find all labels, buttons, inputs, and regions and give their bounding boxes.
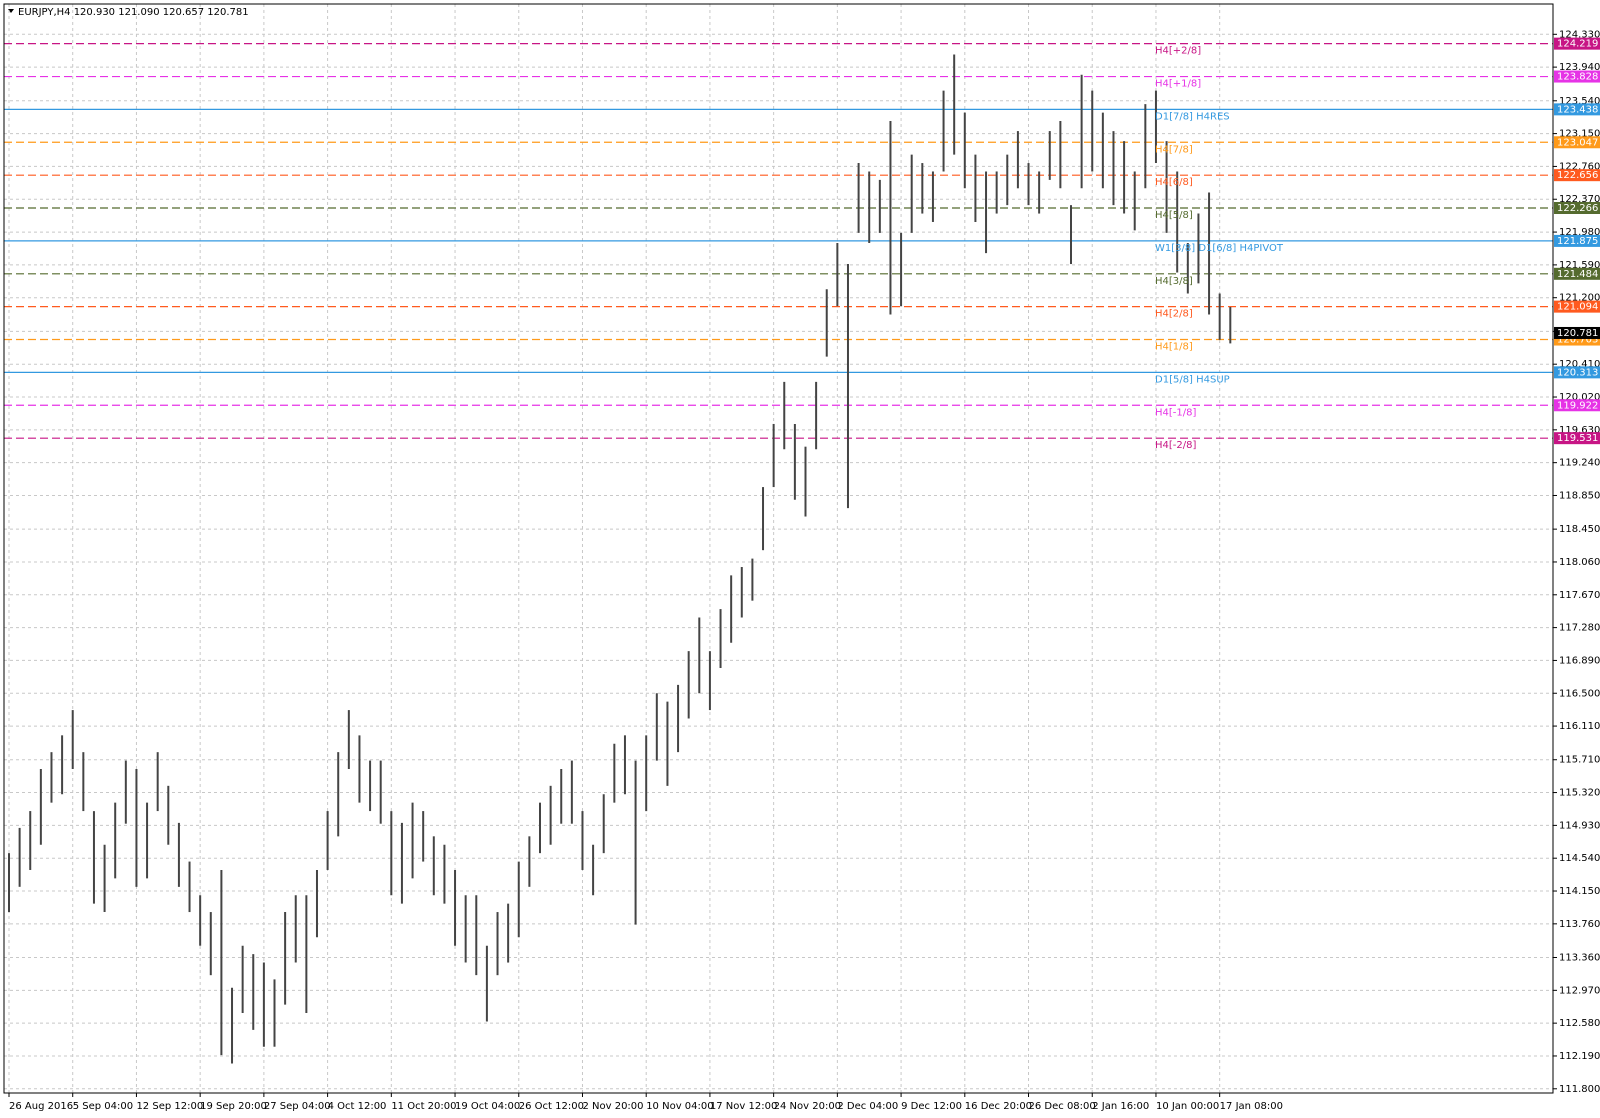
- y-tick-label: 116.500: [1559, 688, 1600, 699]
- y-tick-label: 113.760: [1559, 919, 1600, 930]
- y-tick-label: 117.670: [1559, 590, 1600, 601]
- y-tick-label: 111.800: [1559, 1084, 1600, 1095]
- level-price-box: [1554, 300, 1600, 313]
- level-label: H4[-2/8]: [1155, 440, 1196, 451]
- level-price-box: [1554, 70, 1600, 83]
- y-tick-label: 121.590: [1559, 260, 1600, 271]
- level-price-label: 120.313: [1557, 367, 1598, 378]
- level-price-box: [1554, 136, 1600, 149]
- level-price-box: [1554, 234, 1600, 247]
- current-price-label: 120.781: [1557, 328, 1598, 339]
- x-tick-label: 2 Jan 16:00: [1092, 1101, 1149, 1112]
- y-tick-label: 112.970: [1559, 985, 1600, 996]
- x-tick-label: 17 Jan 08:00: [1220, 1101, 1283, 1112]
- level-price-label: 121.094: [1557, 302, 1598, 313]
- level-price-box: [1554, 169, 1600, 182]
- level-label: H4[5/8]: [1155, 210, 1193, 221]
- x-tick-label: 5 Sep 04:00: [73, 1101, 133, 1112]
- x-tick-label: 10 Nov 04:00: [646, 1101, 713, 1112]
- x-tick-label: 26 Aug 2016: [9, 1101, 73, 1112]
- level-label: D1[5/8] H4SUP: [1155, 374, 1230, 385]
- y-tick-label: 122.760: [1559, 161, 1600, 172]
- level-price-label: 123.047: [1557, 137, 1598, 148]
- y-tick-label: 115.710: [1559, 755, 1600, 766]
- x-tick-label: 19 Sep 20:00: [200, 1101, 267, 1112]
- level-price-label: 121.875: [1557, 236, 1598, 247]
- current-price-box: [1554, 326, 1600, 339]
- y-tick-label: 117.280: [1559, 623, 1600, 634]
- y-tick-label: 118.060: [1559, 557, 1600, 568]
- level-price-box: [1554, 37, 1600, 50]
- y-tick-label: 122.370: [1559, 194, 1600, 205]
- level-price-label: 119.922: [1557, 400, 1598, 411]
- level-label: H4[+2/8]: [1155, 46, 1201, 57]
- level-label: H4[3/8]: [1155, 276, 1193, 287]
- x-tick-label: 17 Nov 12:00: [710, 1101, 777, 1112]
- y-tick-label: 123.940: [1559, 62, 1600, 73]
- x-tick-label: 4 Oct 12:00: [328, 1101, 387, 1112]
- plot-frame: [3, 3, 1554, 1094]
- x-tick-label: 24 Nov 20:00: [774, 1101, 841, 1112]
- level-price-label: 124.219: [1557, 39, 1598, 50]
- y-tick-label: 113.360: [1559, 953, 1600, 964]
- level-price-label: 120.703: [1557, 335, 1598, 346]
- level-price-label: 121.484: [1557, 269, 1598, 280]
- level-label: D1[7/8] H4RES: [1155, 111, 1230, 122]
- y-tick-label: 120.020: [1559, 392, 1600, 403]
- y-tick-label: 121.980: [1559, 227, 1600, 238]
- y-tick-label: 118.450: [1559, 524, 1600, 535]
- level-price-box: [1554, 366, 1600, 379]
- level-label: H4[7/8]: [1155, 144, 1193, 155]
- x-tick-label: 16 Dec 20:00: [965, 1101, 1032, 1112]
- level-price-label: 119.531: [1557, 433, 1598, 444]
- y-tick-label: 119.630: [1559, 425, 1600, 436]
- level-label: H4[2/8]: [1155, 309, 1193, 320]
- y-tick-label: 124.330: [1559, 29, 1600, 40]
- level-price-label: 122.266: [1557, 203, 1598, 214]
- level-price-box: [1554, 399, 1600, 412]
- y-tick-label: 120.410: [1559, 359, 1600, 370]
- y-tick-label: 112.190: [1559, 1051, 1600, 1062]
- level-label: H4[1/8]: [1155, 342, 1193, 353]
- level-price-label: 123.438: [1557, 104, 1598, 115]
- y-tick-label: 114.150: [1559, 886, 1600, 897]
- x-tick-label: 12 Sep 12:00: [136, 1101, 203, 1112]
- x-tick-label: 2 Dec 04:00: [837, 1101, 898, 1112]
- x-tick-label: 26 Dec 08:00: [1029, 1101, 1096, 1112]
- level-price-label: 123.828: [1557, 72, 1598, 83]
- y-tick-label: 114.930: [1559, 820, 1600, 831]
- x-tick-label: 11 Oct 20:00: [391, 1101, 456, 1112]
- chart-header: EURJPY,H4 120.930 121.090 120.657 120.78…: [18, 7, 249, 18]
- y-tick-label: 116.890: [1559, 655, 1600, 666]
- level-price-label: 122.656: [1557, 170, 1598, 181]
- y-tick-label: 115.320: [1559, 788, 1600, 799]
- level-label: W1[3/8] D1[6/8] H4PIVOT: [1155, 243, 1284, 254]
- level-label: H4[-1/8]: [1155, 407, 1196, 418]
- y-tick-label: 119.240: [1559, 458, 1600, 469]
- level-price-box: [1554, 201, 1600, 214]
- y-tick-label: 116.110: [1559, 721, 1600, 732]
- level-price-box: [1554, 103, 1600, 116]
- x-tick-label: 2 Nov 20:00: [582, 1101, 643, 1112]
- x-tick-label: 19 Oct 04:00: [455, 1101, 520, 1112]
- y-tick-label: 123.150: [1559, 129, 1600, 140]
- x-tick-label: 27 Sep 04:00: [264, 1101, 331, 1112]
- level-price-box: [1554, 432, 1600, 445]
- y-tick-label: 123.540: [1559, 96, 1600, 107]
- level-price-box: [1554, 267, 1600, 280]
- x-tick-label: 26 Oct 12:00: [519, 1101, 584, 1112]
- x-tick-label: 9 Dec 12:00: [901, 1101, 962, 1112]
- y-tick-label: 114.540: [1559, 853, 1600, 864]
- x-tick-label: 10 Jan 00:00: [1156, 1101, 1219, 1112]
- y-tick-label: 121.200: [1559, 293, 1600, 304]
- level-label: H4[6/8]: [1155, 177, 1193, 188]
- level-label: H4[+1/8]: [1155, 79, 1201, 90]
- y-tick-label: 118.850: [1559, 490, 1600, 501]
- y-tick-label: 112.580: [1559, 1018, 1600, 1029]
